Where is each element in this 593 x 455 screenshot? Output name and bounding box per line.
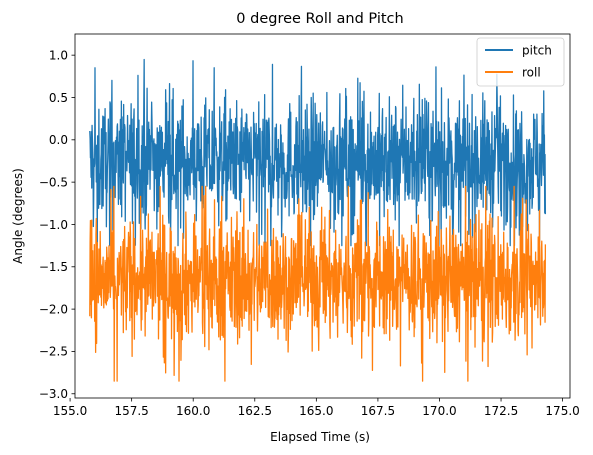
x-tick-label: 165.0 [299,404,333,418]
series-layer [89,58,547,382]
x-tick-label: 157.5 [114,404,148,418]
x-axis: 155.0 157.5 160.0 162.5 165.0 167.5 170.0 172.5… [53,398,580,418]
y-tick-label: −0.5 [39,175,68,189]
x-tick-label: 160.0 [176,404,210,418]
y-tick-label: 1.0 [49,48,68,62]
legend: pitch roll [476,37,565,87]
x-tick-label: 172.5 [484,404,518,418]
y-axis-label: Angle (degrees) [11,168,25,264]
chart-title: 0 degree Roll and Pitch [236,11,403,27]
x-tick-label: 175.0 [545,404,579,418]
legend-label-roll: roll [522,65,541,79]
plot-frame [74,33,571,399]
x-tick-label: 170.0 [422,404,456,418]
x-tick-label: 155.0 [53,404,87,418]
y-tick-label: −2.5 [39,345,68,359]
series-line-roll [89,185,547,382]
y-tick-label: 0.5 [49,91,68,105]
y-tick-label: −1.0 [39,218,68,232]
y-tick-label: 0.0 [49,133,68,147]
y-axis: 1.0 0.5 0.0 −0.5 −1.0 −1.5 −2.0 −2.5 −3.0 [39,48,75,401]
x-tick-label: 162.5 [238,404,272,418]
y-tick-label: −1.5 [39,260,68,274]
x-axis-label: Elapsed Time (s) [270,430,370,444]
y-tick-label: −2.0 [39,302,68,316]
x-tick-label: 167.5 [361,404,395,418]
series-line-pitch [89,58,547,247]
y-tick-label: −3.0 [39,387,68,401]
legend-label-pitch: pitch [522,43,552,57]
